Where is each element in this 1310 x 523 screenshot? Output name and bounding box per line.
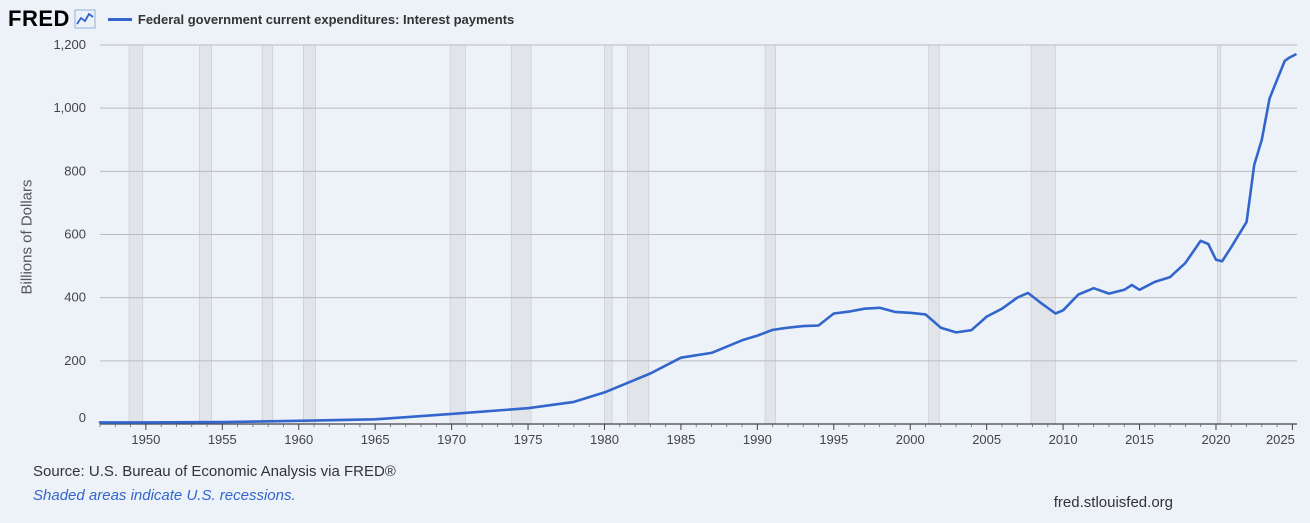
x-tick-label: 1970 bbox=[437, 432, 466, 447]
x-tick-label: 1985 bbox=[666, 432, 695, 447]
x-tick-label: 2000 bbox=[896, 432, 925, 447]
x-tick-label: 2020 bbox=[1202, 432, 1231, 447]
y-tick-label: 200 bbox=[64, 353, 86, 368]
legend: Federal government current expenditures:… bbox=[107, 11, 515, 27]
y-tick-label: 0 bbox=[79, 410, 86, 425]
chart-header: FRED Federal government current expendit… bbox=[8, 6, 514, 32]
x-tick-label: 1995 bbox=[819, 432, 848, 447]
y-tick-labels: 0 200 400 600 800 1,000 1,200 bbox=[53, 37, 86, 425]
y-tick-label: 600 bbox=[64, 227, 86, 242]
x-tick-label: 2005 bbox=[972, 432, 1001, 447]
y-tick-label: 1,200 bbox=[53, 37, 86, 52]
x-tick-labels: 1950 1955 1960 1965 1970 1975 1980 1985 1990 1995… bbox=[131, 432, 1294, 447]
line-chart-icon bbox=[74, 9, 96, 29]
x-tick-label: 2010 bbox=[1049, 432, 1078, 447]
site-link[interactable]: fred.stlouisfed.org bbox=[1053, 494, 1173, 511]
y-tick-label: 1,000 bbox=[53, 100, 86, 115]
fred-logo[interactable]: FRED bbox=[8, 6, 70, 31]
source-text: Source: U.S. Bureau of Economic Analysis… bbox=[33, 463, 396, 480]
axes bbox=[99, 423, 1297, 430]
legend-series-label[interactable]: Federal government current expenditures:… bbox=[137, 11, 515, 27]
series bbox=[98, 53, 1297, 424]
x-tick-label: 2015 bbox=[1125, 432, 1154, 447]
x-tick-label: 1955 bbox=[208, 432, 237, 447]
x-tick-label: 1960 bbox=[284, 432, 313, 447]
x-tick-label: 1965 bbox=[361, 432, 390, 447]
series-line-0[interactable] bbox=[98, 53, 1297, 424]
x-tick-label: 1975 bbox=[514, 432, 543, 447]
x-tick-label: 1980 bbox=[590, 432, 619, 447]
x-tick-label: 1990 bbox=[743, 432, 772, 447]
y-tick-label: 800 bbox=[64, 163, 86, 178]
legend-swatch bbox=[107, 17, 132, 21]
grid-lines bbox=[100, 44, 1297, 362]
x-tick-label: 1950 bbox=[131, 432, 160, 447]
recession-note: Shaded areas indicate U.S. recessions. bbox=[33, 487, 296, 504]
line-chart: 0 200 400 600 800 1,000 1,200 1950 1955 1960 1965… bbox=[53, 37, 1297, 447]
x-tick-label: 2025 bbox=[1266, 432, 1295, 447]
y-tick-label: 400 bbox=[64, 290, 86, 305]
